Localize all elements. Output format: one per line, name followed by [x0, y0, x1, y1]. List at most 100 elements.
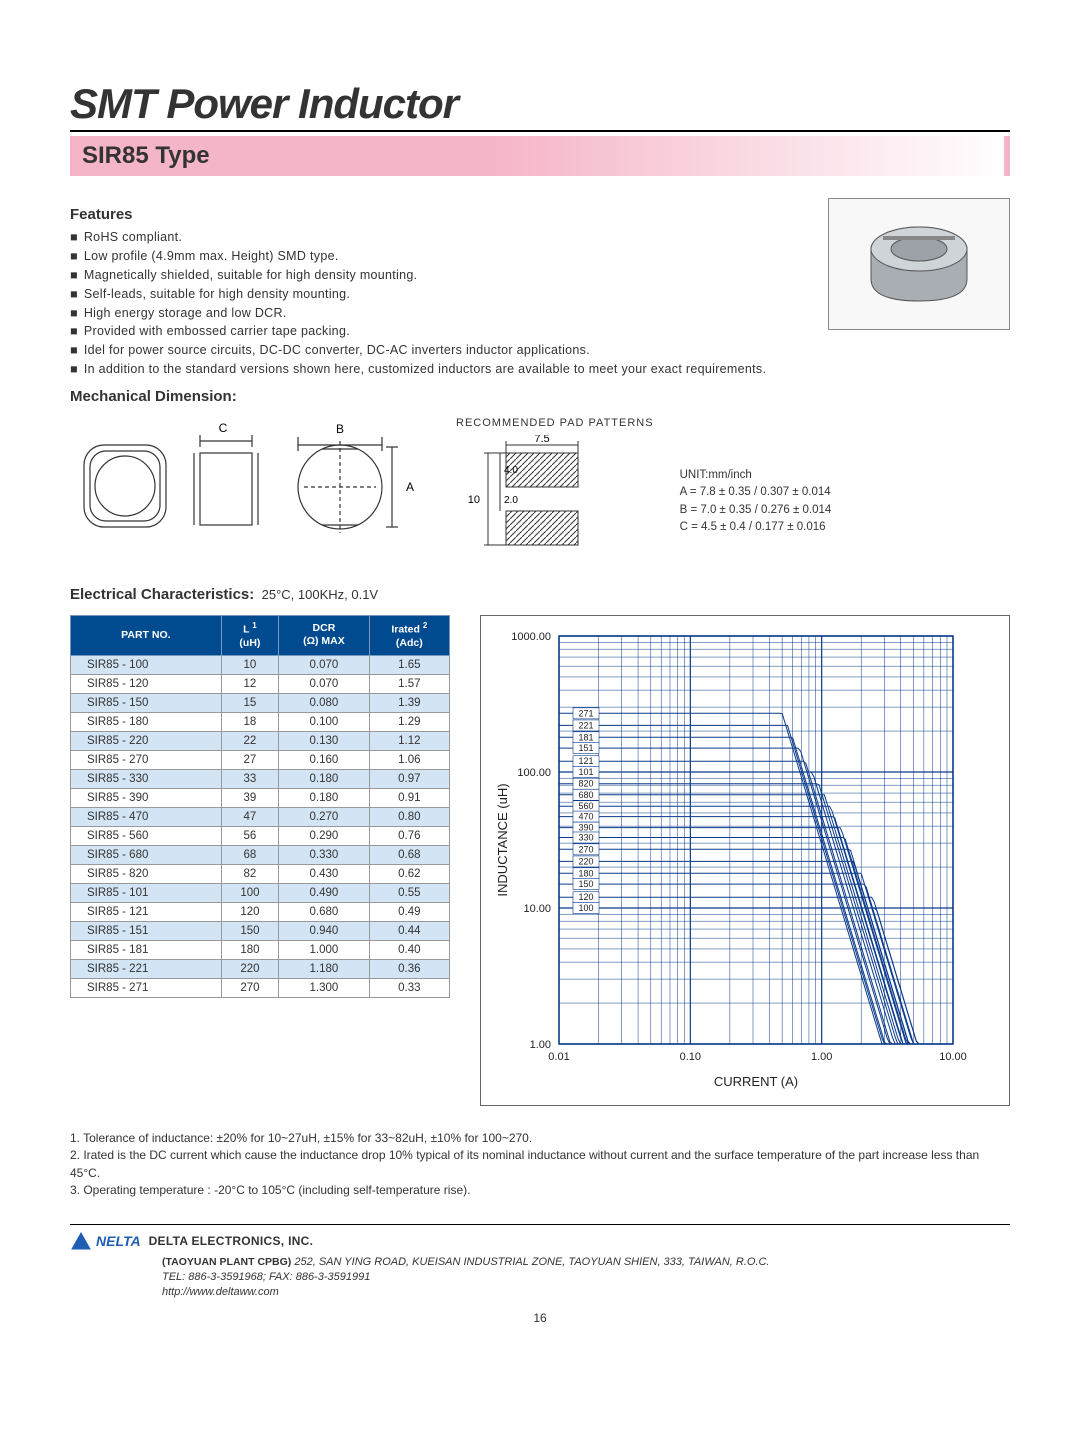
table-row: SIR85 - 220220.1301.12	[71, 731, 450, 750]
svg-text:120: 120	[578, 892, 593, 902]
table-cell: 0.290	[279, 826, 370, 845]
table-cell: 150	[221, 921, 278, 940]
table-cell: 0.180	[279, 788, 370, 807]
footer: NELTA DELTA ELECTRONICS, INC. (TAOYUAN P…	[70, 1224, 1010, 1301]
table-cell: 1.57	[369, 674, 449, 693]
table-cell: 120	[221, 902, 278, 921]
svg-text:0.10: 0.10	[680, 1051, 701, 1063]
table-cell: 0.490	[279, 883, 370, 902]
table-cell: 1.39	[369, 693, 449, 712]
svg-text:10.00: 10.00	[523, 903, 551, 915]
dim-b-label: B	[336, 422, 344, 436]
svg-text:680: 680	[578, 790, 593, 800]
feature-item: ■High energy storage and low DCR.	[70, 305, 788, 322]
svg-text:INDUCTANCE (uH): INDUCTANCE (uH)	[495, 783, 510, 896]
table-row: SIR85 - 330330.1800.97	[71, 769, 450, 788]
table-cell: 220	[221, 959, 278, 978]
table-cell: 0.180	[279, 769, 370, 788]
pad-ph: 4.0	[504, 465, 518, 476]
table-cell: SIR85 - 560	[71, 826, 222, 845]
svg-text:180: 180	[578, 868, 593, 878]
table-cell: 0.55	[369, 883, 449, 902]
dim-a-label: A	[406, 480, 414, 494]
table-cell: 47	[221, 807, 278, 826]
th-l: L 1(uH)	[221, 616, 278, 656]
table-cell: SIR85 - 220	[71, 731, 222, 750]
feature-item: ■Low profile (4.9mm max. Height) SMD typ…	[70, 248, 788, 265]
note-line: 1. Tolerance of inductance: ±20% for 10~…	[70, 1130, 1010, 1147]
table-cell: SIR85 - 390	[71, 788, 222, 807]
svg-text:270: 270	[578, 844, 593, 854]
table-cell: 0.070	[279, 674, 370, 693]
table-cell: 0.80	[369, 807, 449, 826]
table-cell: 0.130	[279, 731, 370, 750]
table-cell: 0.330	[279, 845, 370, 864]
table-row: SIR85 - 470470.2700.80	[71, 807, 450, 826]
feature-item: ■In addition to the standard versions sh…	[70, 361, 788, 378]
elec-cond: 25°C, 100KHz, 0.1V	[262, 587, 379, 602]
svg-text:100: 100	[578, 903, 593, 913]
table-cell: 18	[221, 712, 278, 731]
product-image	[828, 198, 1010, 330]
svg-text:181: 181	[578, 732, 593, 742]
table-cell: 39	[221, 788, 278, 807]
feature-item: ■Provided with embossed carrier tape pac…	[70, 323, 788, 340]
mech-heading: Mechanical Dimension:	[70, 388, 1010, 405]
table-cell: 0.49	[369, 902, 449, 921]
feature-item: ■Idel for power source circuits, DC-DC c…	[70, 342, 788, 359]
unit-block: UNIT:mm/inch A = 7.8 ± 0.35 / 0.307 ± 0.…	[680, 417, 1010, 536]
svg-text:390: 390	[578, 823, 593, 833]
page: SMT Power Inductor SIR85 Type Features ■…	[0, 0, 1080, 1355]
table-cell: 270	[221, 978, 278, 997]
table-row: SIR85 - 1011000.4900.55	[71, 883, 450, 902]
svg-text:1.00: 1.00	[530, 1039, 551, 1051]
table-cell: SIR85 - 270	[71, 750, 222, 769]
th-irated: Irated 2(Adc)	[369, 616, 449, 656]
mech-row: C B A RECOMMENDED PAD P	[70, 417, 1010, 568]
table-cell: 0.070	[279, 655, 370, 674]
footer-url: http://www.deltaww.com	[162, 1286, 279, 1298]
feature-item: ■RoHS compliant.	[70, 229, 788, 246]
table-cell: SIR85 - 121	[71, 902, 222, 921]
svg-text:10.00: 10.00	[939, 1051, 967, 1063]
table-cell: 0.76	[369, 826, 449, 845]
table-cell: 12	[221, 674, 278, 693]
main-title: SMT Power Inductor	[70, 80, 1010, 132]
table-row: SIR85 - 390390.1800.91	[71, 788, 450, 807]
table-cell: SIR85 - 100	[71, 655, 222, 674]
note-line: 3. Operating temperature : -20°C to 105°…	[70, 1182, 1010, 1199]
page-number: 16	[70, 1311, 1010, 1325]
table-cell: SIR85 - 150	[71, 693, 222, 712]
svg-text:150: 150	[578, 879, 593, 889]
footer-company: DELTA ELECTRONICS, INC.	[149, 1234, 314, 1248]
svg-text:1000.00: 1000.00	[511, 631, 551, 643]
table-cell: SIR85 - 181	[71, 940, 222, 959]
svg-text:1.00: 1.00	[811, 1051, 832, 1063]
dim-a-text: A = 7.8 ± 0.35 / 0.307 ± 0.014	[680, 484, 1010, 501]
table-cell: 33	[221, 769, 278, 788]
table-cell: SIR85 - 120	[71, 674, 222, 693]
table-row: SIR85 - 150150.0801.39	[71, 693, 450, 712]
logo-text: NELTA	[96, 1233, 141, 1249]
table-cell: 1.180	[279, 959, 370, 978]
svg-text:330: 330	[578, 832, 593, 842]
pad-h: 10	[468, 494, 480, 506]
elec-heading: Electrical Characteristics:	[70, 586, 254, 603]
table-row: SIR85 - 560560.2900.76	[71, 826, 450, 845]
feature-item: ■Self-leads, suitable for high density m…	[70, 286, 788, 303]
table-cell: 0.36	[369, 959, 449, 978]
table-row: SIR85 - 820820.4300.62	[71, 864, 450, 883]
svg-text:0.01: 0.01	[548, 1051, 569, 1063]
svg-text:220: 220	[578, 856, 593, 866]
th-dcr: DCR(Ω) MAX	[279, 616, 370, 656]
table-cell: 56	[221, 826, 278, 845]
table-cell: 15	[221, 693, 278, 712]
svg-text:560: 560	[578, 801, 593, 811]
svg-text:820: 820	[578, 779, 593, 789]
svg-text:100.00: 100.00	[517, 767, 551, 779]
note-line: 2. Irated is the DC current which cause …	[70, 1147, 1010, 1182]
table-cell: 1.06	[369, 750, 449, 769]
data-table-wrap: PART NO. L 1(uH) DCR(Ω) MAX Irated 2(Adc…	[70, 615, 450, 998]
table-row: SIR85 - 2212201.1800.36	[71, 959, 450, 978]
footer-plant: (TAOYUAN PLANT CPBG)	[162, 1256, 291, 1268]
